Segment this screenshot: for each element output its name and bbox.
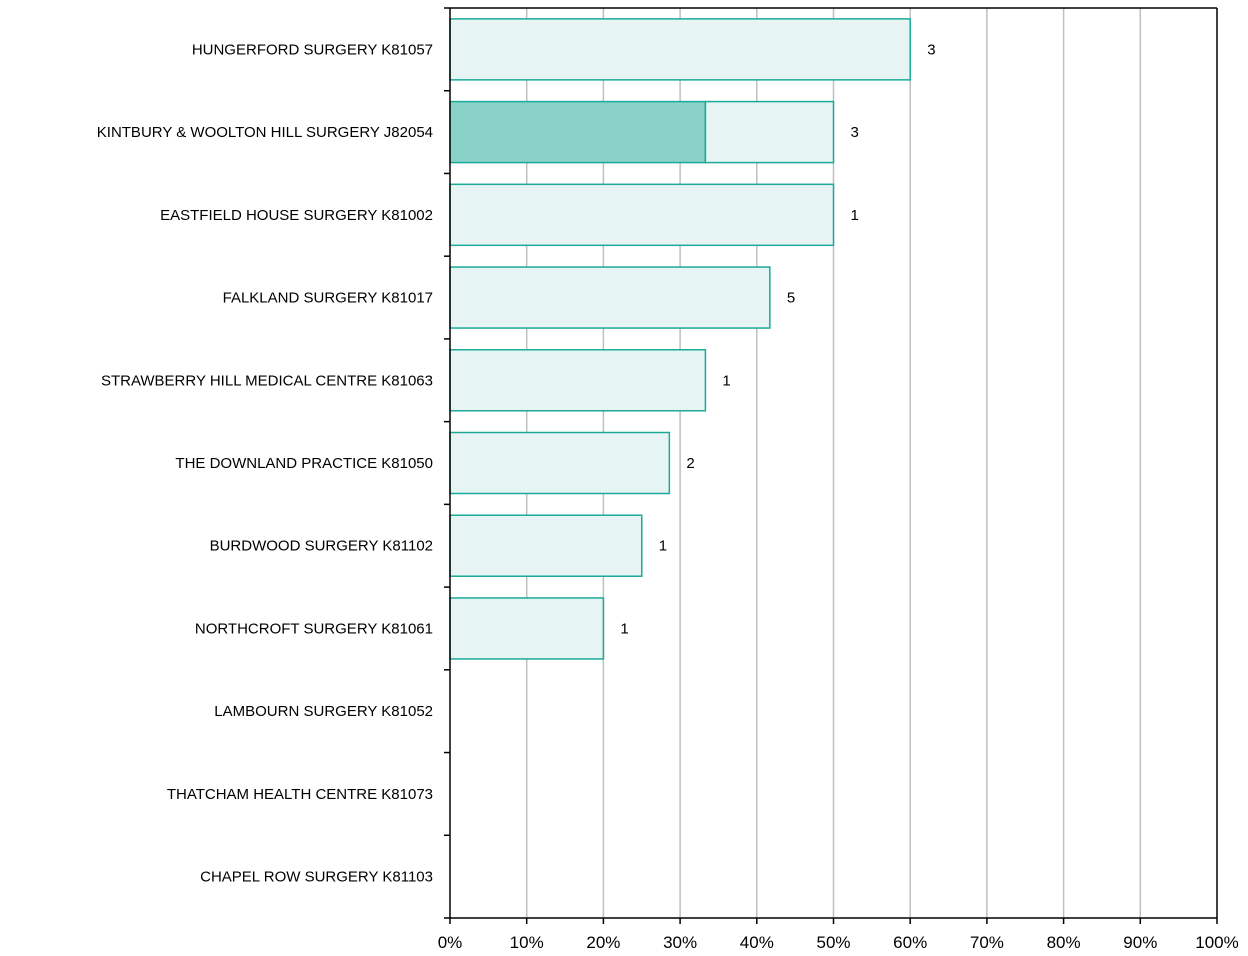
x-tick-label: 30% xyxy=(663,933,697,952)
bar-segment-light xyxy=(449,183,835,247)
x-tick-label: 70% xyxy=(970,933,1004,952)
bars xyxy=(449,18,911,660)
x-tick-label: 0% xyxy=(438,933,463,952)
category-label: CHAPEL ROW SURGERY K81103 xyxy=(200,869,433,886)
data-label: 1 xyxy=(722,372,730,389)
bar-segment-light xyxy=(449,514,643,577)
bar-segment-light xyxy=(449,266,771,329)
category-label: KINTBURY & WOOLTON HILL SURGERY J82054 xyxy=(97,124,433,141)
x-tick-label: 20% xyxy=(586,933,620,952)
category-label: STRAWBERRY HILL MEDICAL CENTRE K81063 xyxy=(101,372,433,389)
bar-segment-light xyxy=(449,431,671,495)
data-label: 1 xyxy=(851,207,859,224)
data-label: 5 xyxy=(787,290,795,307)
category-label: FALKLAND SURGERY K81017 xyxy=(223,290,433,307)
x-tick-label: 100% xyxy=(1195,933,1238,952)
category-label: LAMBOURN SURGERY K81052 xyxy=(214,703,433,720)
x-tick-label: 60% xyxy=(893,933,927,952)
bar-segment-dark xyxy=(449,100,707,164)
data-label: 3 xyxy=(851,124,859,141)
category-label: NORTHCROFT SURGERY K81061 xyxy=(195,620,433,637)
bar-segment-light xyxy=(449,349,707,412)
data-label: 1 xyxy=(659,538,667,555)
x-tick-label: 90% xyxy=(1123,933,1157,952)
bar-segment-light xyxy=(449,18,911,81)
x-tick-label: 10% xyxy=(510,933,544,952)
bar-segment-light xyxy=(449,597,605,660)
bar-segment-light xyxy=(704,100,835,164)
axes xyxy=(444,7,1218,924)
x-tick-label: 80% xyxy=(1047,933,1081,952)
data-label: 3 xyxy=(927,41,935,58)
x-tick-label: 50% xyxy=(816,933,850,952)
category-label: BURDWOOD SURGERY K81102 xyxy=(210,538,433,555)
x-tick-label: 40% xyxy=(740,933,774,952)
category-label: EASTFIELD HOUSE SURGERY K81002 xyxy=(160,207,433,224)
data-label: 1 xyxy=(620,620,628,637)
category-label: THATCHAM HEALTH CENTRE K81073 xyxy=(167,786,433,803)
labels: 0% 10% 20% 30% 40% 50% 60% 70% 80% 90% 100% HUNGERF… xyxy=(97,41,1239,952)
data-label: 2 xyxy=(686,455,694,472)
category-label: HUNGERFORD SURGERY K81057 xyxy=(192,41,433,58)
category-label: THE DOWNLAND PRACTICE K81050 xyxy=(175,455,433,472)
